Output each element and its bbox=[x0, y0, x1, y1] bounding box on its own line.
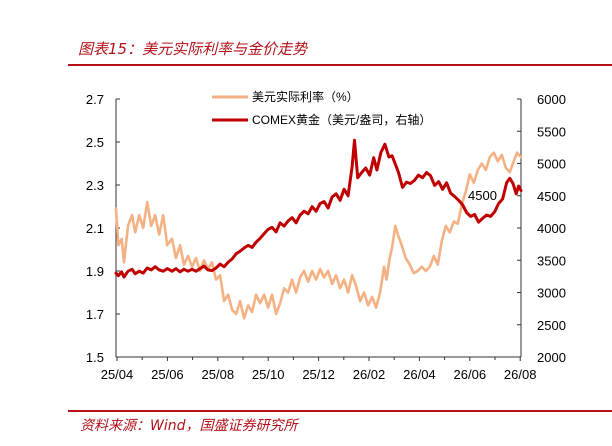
x-tick-label: 26/04 bbox=[403, 367, 436, 382]
x-tick-label: 25/12 bbox=[302, 367, 335, 382]
right-tick-label: 4000 bbox=[537, 221, 566, 236]
right-tick-label: 2500 bbox=[537, 318, 566, 333]
chart-axes bbox=[115, 99, 522, 358]
legend-label-gold: COMEX黄金（美元/盎司，右轴） bbox=[252, 112, 431, 127]
top-divider bbox=[68, 64, 612, 66]
x-tick-label: 26/02 bbox=[353, 367, 386, 382]
x-tick-label: 25/08 bbox=[202, 367, 235, 382]
right-tick-label: 4500 bbox=[537, 189, 566, 204]
left-tick-label: 2.3 bbox=[86, 178, 104, 193]
x-tick-label: 25/06 bbox=[151, 367, 184, 382]
right-tick-label: 5500 bbox=[537, 124, 566, 139]
real-rate-line bbox=[114, 151, 523, 320]
right-tick-label: 3000 bbox=[537, 286, 566, 301]
left-tick-label: 2.5 bbox=[86, 135, 104, 150]
x-tick-label: 26/08 bbox=[504, 367, 537, 382]
chart-series bbox=[114, 138, 523, 320]
left-tick-label: 1.7 bbox=[86, 307, 104, 322]
left-tick-label: 1.5 bbox=[86, 350, 104, 365]
x-tick-label: 25/04 bbox=[101, 367, 134, 382]
price-annotation: 4500 bbox=[468, 188, 497, 203]
left-tick-label: 2.1 bbox=[86, 221, 104, 236]
gold-price-line bbox=[114, 138, 523, 279]
left-tick-label: 2.7 bbox=[86, 92, 104, 107]
bottom-divider bbox=[68, 410, 612, 412]
chart-ticks: 2.7 2.5 2.3 2.1 1.9 1.7 1.5 6000 5500 5000 4500 400… bbox=[86, 92, 566, 382]
chart-legend: 美元实际利率（%） COMEX黄金（美元/盎司，右轴） bbox=[212, 89, 431, 127]
right-tick-label: 2000 bbox=[537, 350, 566, 365]
left-tick-label: 1.9 bbox=[86, 264, 104, 279]
right-tick-label: 6000 bbox=[537, 92, 566, 107]
x-tick-label: 25/10 bbox=[252, 367, 285, 382]
source-note: 资料来源：Wind，国盛证券研究所 bbox=[80, 418, 298, 434]
right-tick-label: 3500 bbox=[537, 253, 566, 268]
figure-title: 图表15：美元实际利率与金价走势 bbox=[78, 40, 308, 58]
x-tick-label: 26/06 bbox=[454, 367, 487, 382]
right-tick-label: 5000 bbox=[537, 157, 566, 172]
legend-label-real-rate: 美元实际利率（%） bbox=[252, 89, 359, 104]
